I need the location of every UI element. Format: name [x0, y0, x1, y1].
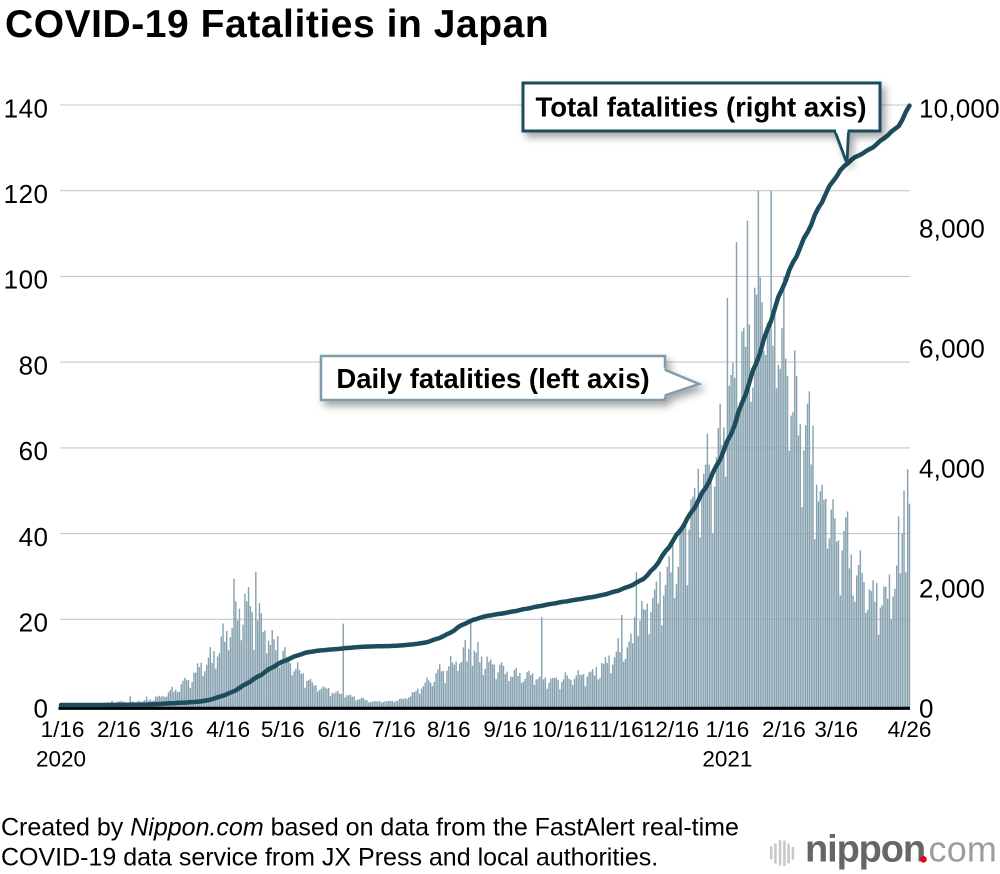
- svg-text:Total fatalities (right axis): Total fatalities (right axis): [535, 92, 866, 123]
- svg-text:Daily fatalities (left axis): Daily fatalities (left axis): [336, 363, 649, 394]
- svg-text:60: 60: [19, 436, 49, 466]
- svg-text:5/16: 5/16: [261, 717, 305, 742]
- svg-text:1/16: 1/16: [41, 717, 85, 742]
- svg-text:1/16: 1/16: [706, 717, 750, 742]
- svg-text:2020: 2020: [36, 747, 86, 772]
- svg-text:COVID-19 Fatalities in Japan: COVID-19 Fatalities in Japan: [5, 3, 549, 46]
- svg-text:4/26: 4/26: [888, 717, 932, 742]
- svg-text:40: 40: [19, 522, 49, 552]
- svg-text:10/16: 10/16: [532, 717, 588, 742]
- svg-text:2/16: 2/16: [97, 717, 141, 742]
- svg-text:11/16: 11/16: [589, 717, 644, 742]
- svg-text:9/16: 9/16: [483, 717, 527, 742]
- svg-text:120: 120: [4, 179, 49, 209]
- svg-text:12/16: 12/16: [643, 717, 699, 742]
- svg-text:2/16: 2/16: [762, 717, 806, 742]
- svg-text:80: 80: [19, 350, 49, 380]
- svg-text:0: 0: [34, 693, 49, 723]
- svg-text:Created by Nippon.com based on: Created by Nippon.com based on data from…: [1, 814, 739, 842]
- svg-text:4,000: 4,000: [919, 453, 985, 483]
- svg-text:100: 100: [4, 265, 49, 295]
- svg-text:6,000: 6,000: [919, 333, 985, 363]
- svg-text:20: 20: [19, 608, 49, 638]
- svg-text:2,000: 2,000: [919, 573, 985, 603]
- svg-text:6/16: 6/16: [317, 717, 361, 742]
- svg-text:com: com: [929, 829, 998, 870]
- svg-text:0: 0: [919, 693, 934, 723]
- svg-text:3/16: 3/16: [814, 717, 858, 742]
- svg-text:140: 140: [4, 93, 49, 123]
- svg-text:8/16: 8/16: [427, 717, 471, 742]
- svg-text:10,000: 10,000: [919, 93, 1000, 123]
- svg-text:nippon: nippon: [805, 829, 925, 871]
- svg-text:7/16: 7/16: [372, 717, 416, 742]
- svg-text:8,000: 8,000: [919, 213, 985, 243]
- svg-text:4/16: 4/16: [206, 717, 250, 742]
- svg-text:3/16: 3/16: [150, 717, 194, 742]
- svg-text:COVID-19 data service from JX: COVID-19 data service from JX Press and …: [1, 844, 658, 872]
- svg-text:2021: 2021: [702, 747, 752, 772]
